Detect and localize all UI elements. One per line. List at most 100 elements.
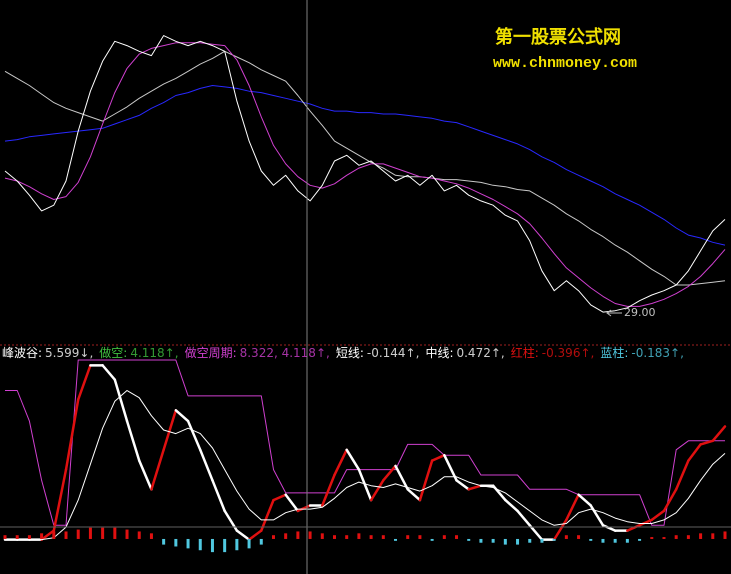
histogram-bar: [577, 535, 581, 539]
watermark-url: www.chnmoney.com: [493, 55, 637, 72]
histogram-bar: [662, 537, 666, 539]
histogram-bar: [162, 538, 166, 545]
series-segment: [247, 529, 263, 541]
series-segment: [528, 524, 544, 541]
histogram-bar: [125, 529, 129, 539]
histogram-bar: [88, 527, 92, 539]
histogram-bar: [674, 535, 678, 539]
series-segment: [174, 409, 190, 423]
histogram-bar: [430, 538, 434, 541]
price-panel: [4, 35, 726, 313]
series-segment: [235, 529, 251, 541]
histogram-bar: [308, 531, 312, 539]
histogram-bar: [3, 535, 7, 539]
histogram-bar: [332, 535, 336, 539]
histogram-bar: [528, 538, 532, 543]
histogram-bar: [320, 533, 324, 539]
series-segment: [638, 518, 654, 527]
series-segment: [211, 479, 226, 513]
series-segment: [418, 459, 434, 502]
series-segment: [430, 453, 446, 462]
series-segment: [650, 509, 666, 522]
series-segment: [150, 448, 165, 491]
series-line: [4, 42, 726, 307]
series-segment: [626, 524, 641, 532]
series-segment: [321, 473, 336, 507]
low-annotation: 29.00: [624, 306, 656, 319]
legend-name: 做空周期:: [185, 345, 237, 360]
histogram-bar: [345, 535, 349, 539]
series-segment: [565, 493, 580, 522]
histogram-bar: [113, 527, 117, 539]
series-segment: [711, 425, 727, 443]
series-segment: [76, 364, 92, 401]
histogram-bar: [455, 535, 459, 539]
series-segment: [260, 498, 275, 532]
histogram-bar: [210, 538, 214, 553]
series-segment: [162, 409, 178, 452]
legend-name: 短线:: [336, 346, 364, 360]
histogram-bar: [186, 538, 190, 549]
series-segment: [199, 448, 214, 482]
histogram-bar: [296, 531, 300, 539]
histogram-bar: [711, 533, 715, 539]
legend-value: -0.396↑,: [542, 346, 595, 360]
series-segment: [137, 459, 153, 491]
histogram-bar: [259, 538, 263, 545]
series-segment: [64, 398, 80, 471]
histogram-bar: [137, 531, 141, 539]
indicator-panel: [3, 359, 727, 553]
legend-value: 5.599↓,: [45, 346, 93, 360]
histogram-bar: [613, 538, 617, 543]
series-segment: [40, 529, 56, 541]
series-segment: [577, 493, 593, 507]
series-segment: [674, 459, 690, 491]
histogram-bar: [686, 535, 690, 539]
histogram-bar: [638, 538, 642, 541]
histogram-bar: [564, 535, 568, 539]
series-segment: [382, 464, 397, 482]
histogram-bar: [699, 533, 703, 539]
series-segment: [443, 453, 458, 482]
series-segment: [113, 378, 129, 423]
legend-name: 蓝柱:: [600, 345, 628, 360]
series-segment: [394, 464, 409, 491]
histogram-bar: [101, 527, 105, 539]
histogram-bar: [467, 538, 471, 541]
histogram-bar: [149, 533, 153, 539]
histogram-bar: [235, 538, 239, 551]
legend-name: 中线:: [425, 345, 453, 360]
annotation-arrow-head: [606, 309, 612, 317]
series-segment: [369, 479, 385, 502]
series-segment: [52, 468, 68, 532]
series-segment: [186, 419, 202, 452]
legend-value: -0.183↑,: [631, 346, 684, 360]
histogram-bar: [174, 538, 178, 547]
legend-name: 做空:: [99, 345, 127, 360]
histogram-bar: [503, 538, 507, 545]
series-line: [4, 35, 726, 313]
histogram-bar: [247, 538, 251, 549]
series-segment: [345, 448, 361, 471]
series-segment: [272, 493, 287, 502]
histogram-bar: [552, 538, 556, 541]
histogram-bar: [418, 535, 422, 539]
series-segment: [455, 479, 470, 491]
histogram-bar: [27, 535, 31, 539]
indicator-header: 峰波谷: 5.599↓, 做空: 4.118↑, 做空周期: 8.322, 4.118↑,…: [2, 345, 684, 360]
series-segment: [504, 498, 519, 513]
legend-value: 8.322, 4.118↑,: [240, 346, 330, 360]
legend-value: -0.144↑,: [367, 346, 420, 360]
legend-name: 峰波谷:: [2, 346, 42, 360]
histogram-bar: [589, 538, 593, 541]
legend-value: 0.472↑,: [456, 346, 504, 360]
series-segment: [601, 524, 617, 532]
histogram-bar: [442, 535, 446, 539]
legend-value: 4.118↑,: [130, 346, 178, 360]
histogram-bar: [479, 538, 483, 543]
histogram-bar: [516, 538, 520, 545]
legend-name: 红柱:: [511, 345, 539, 360]
series-line: [5, 359, 725, 526]
